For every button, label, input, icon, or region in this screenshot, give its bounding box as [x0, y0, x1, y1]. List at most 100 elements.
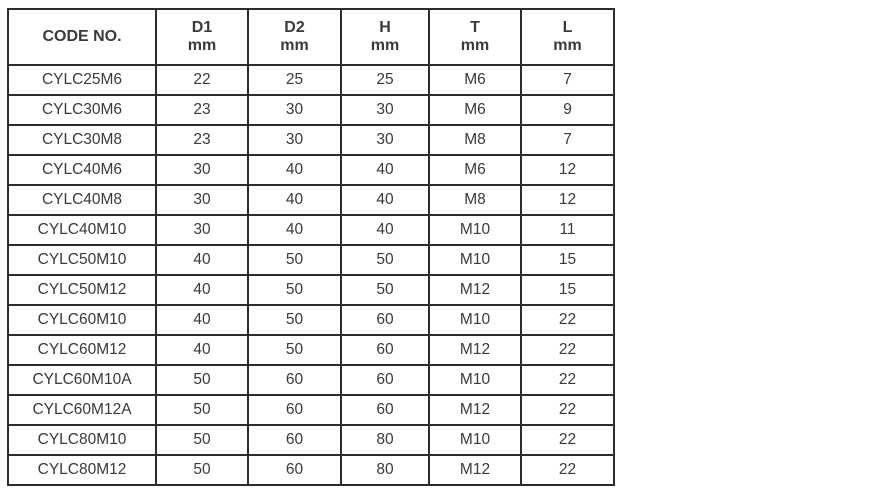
value-cell: M6 — [428, 154, 522, 186]
value-cell: 23 — [155, 94, 249, 126]
value-cell: 23 — [155, 124, 249, 156]
value-cell: M8 — [428, 184, 522, 216]
value-cell: 60 — [340, 304, 430, 336]
header-unit: mm — [280, 37, 309, 54]
value-cell: 50 — [247, 304, 342, 336]
table-row: CYLC40M8 30 40 40 M8 12 — [7, 184, 615, 216]
value-cell: 9 — [520, 94, 615, 126]
code-cell: CYLC40M10 — [7, 214, 157, 246]
header-code-no: CODE NO. — [7, 8, 157, 66]
value-cell: 60 — [247, 394, 342, 426]
value-cell: 50 — [247, 244, 342, 276]
table-row: CYLC60M10A 50 60 60 M10 22 — [7, 364, 615, 396]
table-header: CODE NO. D1 mm D2 mm H mm T mm — [7, 8, 615, 66]
header-h: H mm — [340, 8, 430, 66]
value-cell: 25 — [247, 64, 342, 96]
value-cell: 40 — [340, 184, 430, 216]
value-cell: 30 — [340, 94, 430, 126]
value-cell: M12 — [428, 334, 522, 366]
value-cell: 60 — [340, 394, 430, 426]
value-cell: M10 — [428, 364, 522, 396]
code-cell: CYLC60M10A — [7, 364, 157, 396]
value-cell: 50 — [340, 274, 430, 306]
table-row: CYLC50M10 40 50 50 M10 15 — [7, 244, 615, 276]
code-cell: CYLC80M10 — [7, 424, 157, 456]
value-cell: 60 — [340, 334, 430, 366]
value-cell: 30 — [340, 124, 430, 156]
header-label: T — [470, 18, 480, 36]
value-cell: 40 — [247, 154, 342, 186]
header-label: L — [562, 18, 573, 36]
value-cell: 50 — [247, 334, 342, 366]
value-cell: 25 — [340, 64, 430, 96]
value-cell: 40 — [340, 154, 430, 186]
value-cell: 50 — [247, 274, 342, 306]
code-cell: CYLC60M12 — [7, 334, 157, 366]
header-unit: mm — [187, 37, 217, 54]
code-cell: CYLC50M10 — [7, 244, 157, 276]
value-cell: M12 — [428, 394, 522, 426]
value-cell: 50 — [340, 244, 430, 276]
header-label: CODE NO. — [42, 27, 122, 45]
table-row: CYLC30M8 23 30 30 M8 7 — [7, 124, 615, 156]
header-row: CODE NO. D1 mm D2 mm H mm T mm — [7, 8, 615, 66]
value-cell: 30 — [247, 124, 342, 156]
value-cell: 40 — [340, 214, 430, 246]
code-cell: CYLC30M6 — [7, 94, 157, 126]
value-cell: 11 — [520, 214, 615, 246]
value-cell: 60 — [340, 364, 430, 396]
value-cell: 15 — [520, 244, 615, 276]
header-label: D2 — [284, 18, 305, 36]
value-cell: 12 — [520, 184, 615, 216]
table-row: CYLC30M6 23 30 30 M6 9 — [7, 94, 615, 126]
value-cell: 60 — [247, 454, 342, 486]
value-cell: 50 — [155, 394, 249, 426]
table-row: CYLC60M12 40 50 60 M12 22 — [7, 334, 615, 366]
code-cell: CYLC50M12 — [7, 274, 157, 306]
value-cell: 50 — [155, 364, 249, 396]
table-row: CYLC40M6 30 40 40 M6 12 — [7, 154, 615, 186]
value-cell: M10 — [428, 244, 522, 276]
value-cell: M10 — [428, 304, 522, 336]
value-cell: 22 — [520, 424, 615, 456]
value-cell: 40 — [155, 274, 249, 306]
value-cell: 30 — [155, 154, 249, 186]
table-row: CYLC60M10 40 50 60 M10 22 — [7, 304, 615, 336]
value-cell: 30 — [155, 184, 249, 216]
value-cell: 7 — [520, 124, 615, 156]
code-cell: CYLC60M10 — [7, 304, 157, 336]
value-cell: 22 — [520, 304, 615, 336]
value-cell: 12 — [520, 154, 615, 186]
value-cell: 80 — [340, 454, 430, 486]
value-cell: 30 — [247, 94, 342, 126]
value-cell: 50 — [155, 424, 249, 456]
header-d1: D1 mm — [155, 8, 249, 66]
value-cell: 40 — [247, 184, 342, 216]
value-cell: M6 — [428, 64, 522, 96]
value-cell: 40 — [155, 304, 249, 336]
value-cell: 15 — [520, 274, 615, 306]
table-row: CYLC40M10 30 40 40 M10 11 — [7, 214, 615, 246]
table-row: CYLC25M6 22 25 25 M6 7 — [7, 64, 615, 96]
value-cell: 60 — [247, 424, 342, 456]
header-unit: mm — [460, 37, 490, 54]
header-label: H — [379, 18, 391, 36]
value-cell: 30 — [155, 214, 249, 246]
code-cell: CYLC60M12A — [7, 394, 157, 426]
value-cell: M10 — [428, 214, 522, 246]
header-l: L mm — [520, 8, 615, 66]
table-row: CYLC80M10 50 60 80 M10 22 — [7, 424, 615, 456]
code-cell: CYLC40M6 — [7, 154, 157, 186]
code-cell: CYLC25M6 — [7, 64, 157, 96]
value-cell: M12 — [428, 274, 522, 306]
code-cell: CYLC30M8 — [7, 124, 157, 156]
table-row: CYLC60M12A 50 60 60 M12 22 — [7, 394, 615, 426]
value-cell: 40 — [155, 244, 249, 276]
value-cell: 22 — [520, 394, 615, 426]
header-unit: mm — [370, 37, 400, 54]
table-body: CYLC25M6 22 25 25 M6 7 CYLC30M6 23 30 30 M6 9 CYLC30… — [7, 64, 615, 486]
value-cell: 7 — [520, 64, 615, 96]
value-cell: 22 — [155, 64, 249, 96]
value-cell: 40 — [247, 214, 342, 246]
